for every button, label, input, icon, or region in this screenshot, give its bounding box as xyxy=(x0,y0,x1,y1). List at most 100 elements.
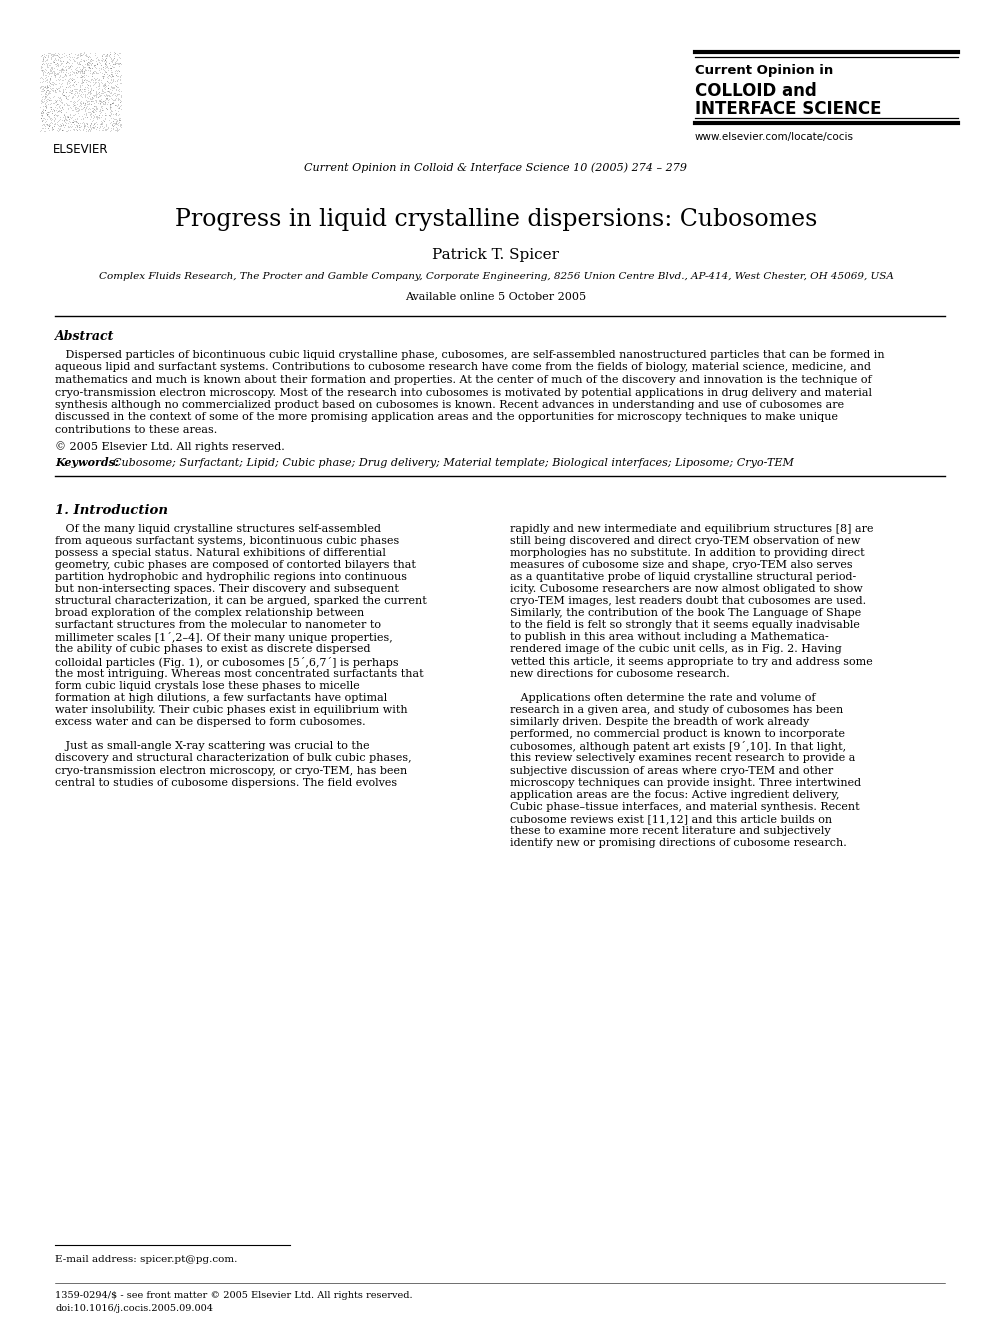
Point xyxy=(112,53,128,74)
Point xyxy=(89,53,105,74)
Point xyxy=(100,74,116,95)
Point xyxy=(37,70,53,91)
Point xyxy=(50,54,65,75)
Point xyxy=(39,103,55,124)
Point xyxy=(107,42,123,64)
Point xyxy=(65,93,81,114)
Point xyxy=(49,93,64,114)
Point xyxy=(103,94,119,115)
Point xyxy=(108,119,124,140)
Point xyxy=(60,89,75,110)
Point xyxy=(97,90,113,111)
Point xyxy=(59,93,74,114)
Point xyxy=(91,61,107,82)
Text: Dispersed particles of bicontinuous cubic liquid crystalline phase, cubosomes, a: Dispersed particles of bicontinuous cubi… xyxy=(55,351,885,360)
Point xyxy=(103,87,119,108)
Point xyxy=(95,66,111,87)
Point xyxy=(62,73,77,94)
Point xyxy=(45,44,61,65)
Point xyxy=(43,73,59,94)
Point xyxy=(102,118,118,139)
Point xyxy=(87,54,103,75)
Point xyxy=(79,52,95,73)
Point xyxy=(93,54,109,75)
Point xyxy=(53,81,68,102)
Point xyxy=(93,114,109,135)
Point xyxy=(35,91,51,112)
Point xyxy=(62,67,78,89)
Point xyxy=(78,97,94,118)
Point xyxy=(34,110,50,131)
Point xyxy=(111,61,127,82)
Point xyxy=(98,119,114,140)
Point xyxy=(88,50,104,71)
Point xyxy=(83,70,99,91)
Text: Keywords:: Keywords: xyxy=(55,458,119,468)
Point xyxy=(78,83,94,105)
Point xyxy=(112,66,128,87)
Point xyxy=(104,89,120,110)
Point xyxy=(64,79,80,101)
Point xyxy=(85,90,101,111)
Point xyxy=(45,50,61,71)
Point xyxy=(80,87,96,108)
Point xyxy=(87,69,103,90)
Point xyxy=(73,93,89,114)
Text: contributions to these areas.: contributions to these areas. xyxy=(55,425,217,435)
Point xyxy=(37,86,53,107)
Point xyxy=(51,70,66,91)
Point xyxy=(45,101,61,122)
Point xyxy=(108,79,124,101)
Point xyxy=(71,89,87,110)
Point xyxy=(82,71,98,93)
Point xyxy=(105,57,121,78)
Point xyxy=(81,93,97,114)
Point xyxy=(79,86,95,107)
Point xyxy=(97,119,113,140)
Point xyxy=(99,89,115,110)
Text: © 2005 Elsevier Ltd. All rights reserved.: © 2005 Elsevier Ltd. All rights reserved… xyxy=(55,442,285,452)
Point xyxy=(55,79,70,101)
Point xyxy=(71,57,87,78)
Point xyxy=(95,48,111,69)
Point xyxy=(86,54,102,75)
Point xyxy=(59,82,74,103)
Point xyxy=(98,85,114,106)
Point xyxy=(35,105,51,126)
Point xyxy=(65,67,81,89)
Point xyxy=(33,91,49,112)
Point xyxy=(48,64,63,85)
Point xyxy=(98,85,114,106)
Point xyxy=(97,108,113,130)
Point xyxy=(54,53,69,74)
Point xyxy=(112,69,128,90)
Point xyxy=(52,119,67,140)
Point xyxy=(60,98,75,119)
Point xyxy=(68,60,84,81)
Point xyxy=(57,85,72,106)
Point xyxy=(107,54,123,75)
Point xyxy=(39,110,55,131)
Point xyxy=(41,71,57,93)
Point xyxy=(90,49,106,70)
Point xyxy=(44,111,60,132)
Text: Complex Fluids Research, The Procter and Gamble Company, Corporate Engineering, : Complex Fluids Research, The Procter and… xyxy=(98,273,894,280)
Point xyxy=(39,79,55,101)
Point xyxy=(113,114,129,135)
Point xyxy=(113,81,129,102)
Point xyxy=(73,45,89,66)
Point xyxy=(67,97,83,118)
Point xyxy=(85,67,101,89)
Point xyxy=(108,73,124,94)
Point xyxy=(49,94,64,115)
Point xyxy=(110,69,126,90)
Point xyxy=(53,48,68,69)
Point xyxy=(55,75,70,97)
Point xyxy=(73,61,89,82)
Point xyxy=(106,83,122,105)
Point xyxy=(104,64,120,85)
Point xyxy=(40,52,56,73)
Point xyxy=(102,79,118,101)
Point xyxy=(55,91,70,112)
Point xyxy=(69,115,85,136)
